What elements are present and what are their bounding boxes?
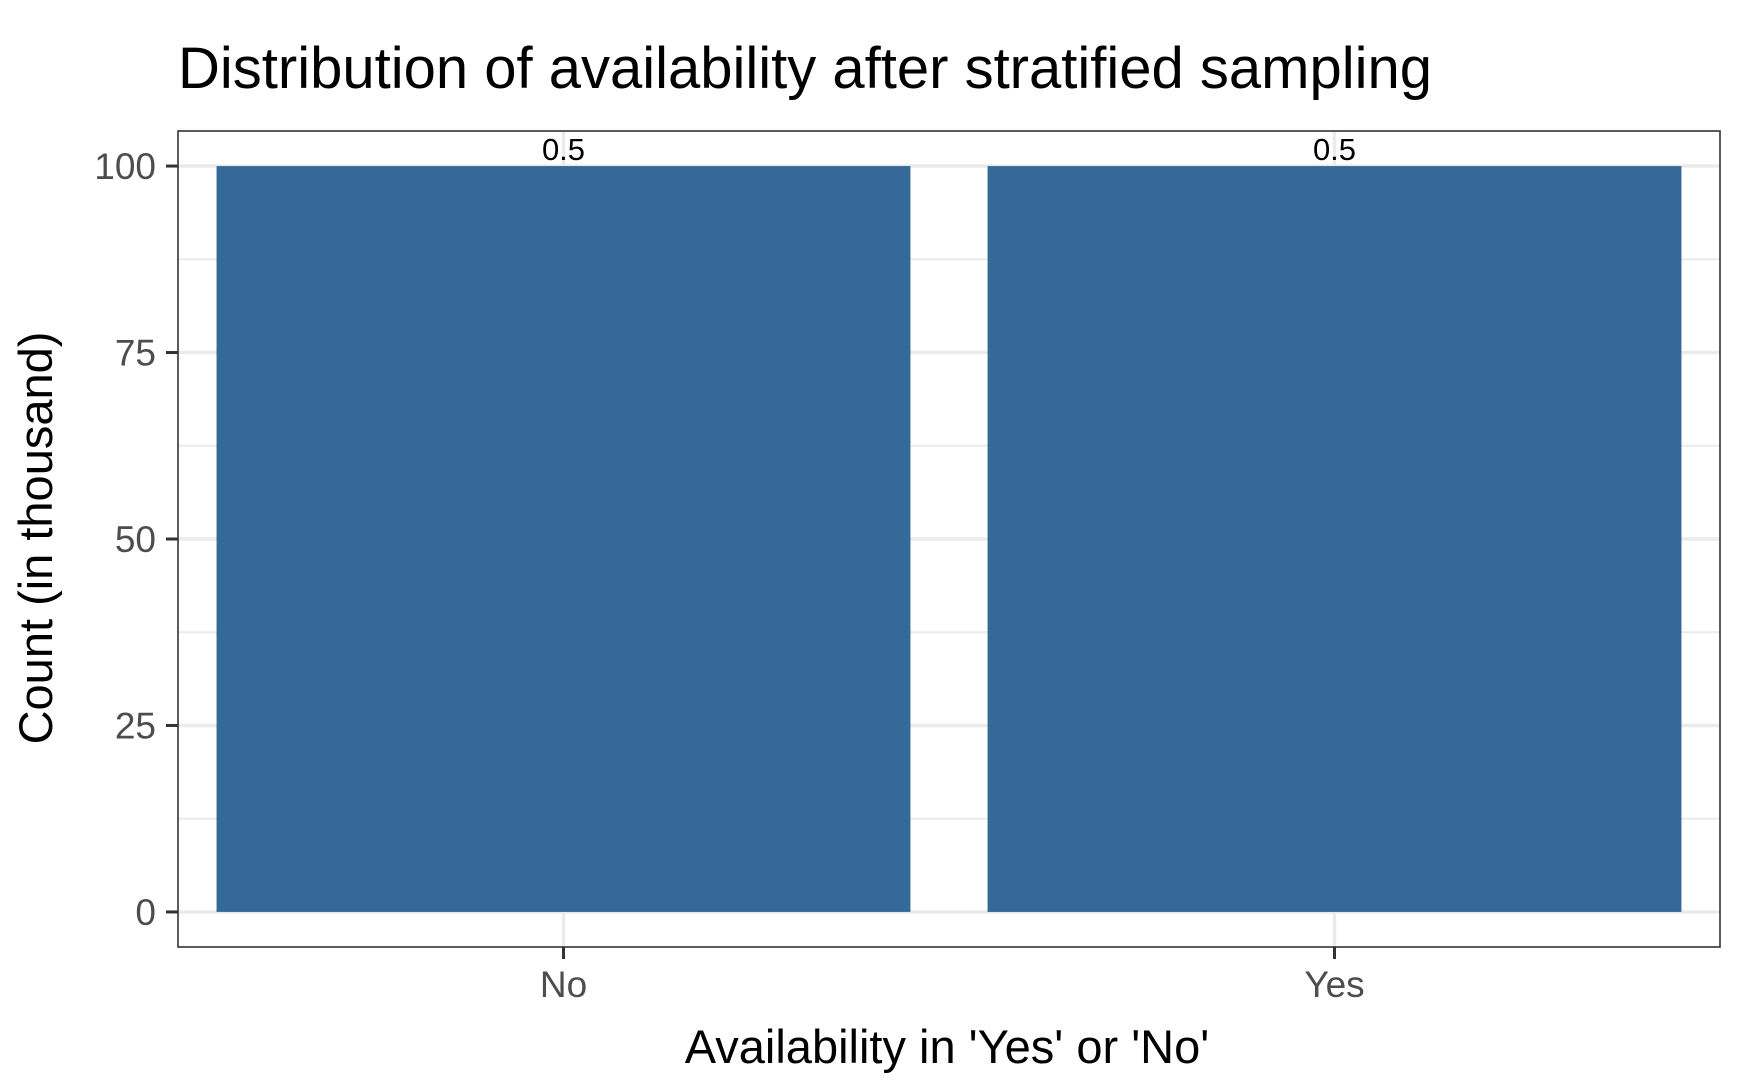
y-tick-label: 25 [115,705,156,746]
y-tick-label: 0 [135,892,156,933]
y-tick-label: 100 [94,146,156,187]
x-axis-title: Availability in 'Yes' or 'No' [685,1020,1209,1073]
bars [216,166,1682,912]
data-label-no: 0.5 [542,132,585,167]
y-axis-title: Count (in thousand) [9,332,62,745]
bar-no [216,166,911,912]
x-tick-label: Yes [1304,964,1364,1005]
bar-yes [987,166,1682,912]
x-axis: No Yes [540,947,1365,1005]
chart-title: Distribution of availability after strat… [178,36,1432,101]
y-axis: 0 25 50 75 100 [94,146,178,933]
y-tick-label: 50 [115,519,156,560]
data-labels: 0.5 0.5 [542,132,1356,167]
x-tick-label: No [540,964,587,1005]
data-label-yes: 0.5 [1313,132,1356,167]
y-tick-label: 75 [115,333,156,374]
